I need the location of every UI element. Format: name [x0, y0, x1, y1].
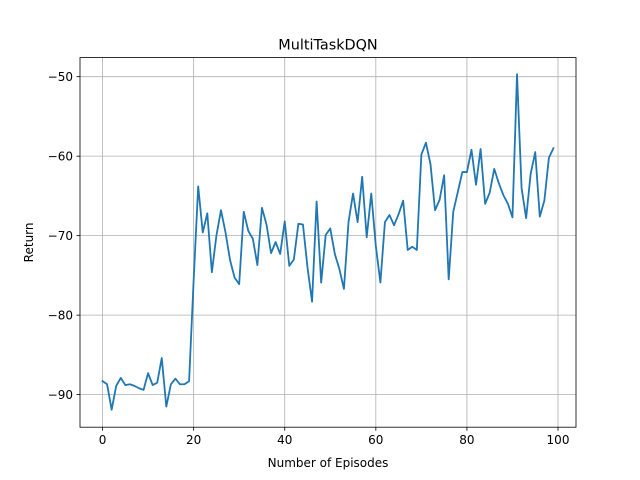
x-axis-ticks: 0 20 40 60 80 100 [99, 427, 570, 447]
x-tick-label: 0 [99, 433, 107, 447]
x-tick-label: 20 [186, 433, 201, 447]
y-axis-label: Return [22, 222, 36, 262]
x-axis-label: Number of Episodes [268, 456, 389, 470]
y-axis-ticks: −90 −80 −70 −60 −50 [48, 70, 80, 402]
series-line [101, 73, 555, 411]
y-tick-label: −90 [48, 388, 73, 402]
grid-lines [80, 57, 576, 428]
x-tick-label: 60 [368, 433, 383, 447]
series-group [101, 73, 555, 411]
x-tick-label: 80 [459, 433, 474, 447]
y-tick-label: −50 [48, 70, 73, 84]
x-tick-label: 100 [547, 433, 570, 447]
y-tick-label: −80 [48, 308, 73, 322]
y-tick-label: −60 [48, 149, 73, 163]
chart-title: MultiTaskDQN [278, 38, 377, 54]
plot-frame [79, 57, 577, 428]
x-tick-label: 40 [277, 433, 292, 447]
y-tick-label: −70 [48, 229, 73, 243]
